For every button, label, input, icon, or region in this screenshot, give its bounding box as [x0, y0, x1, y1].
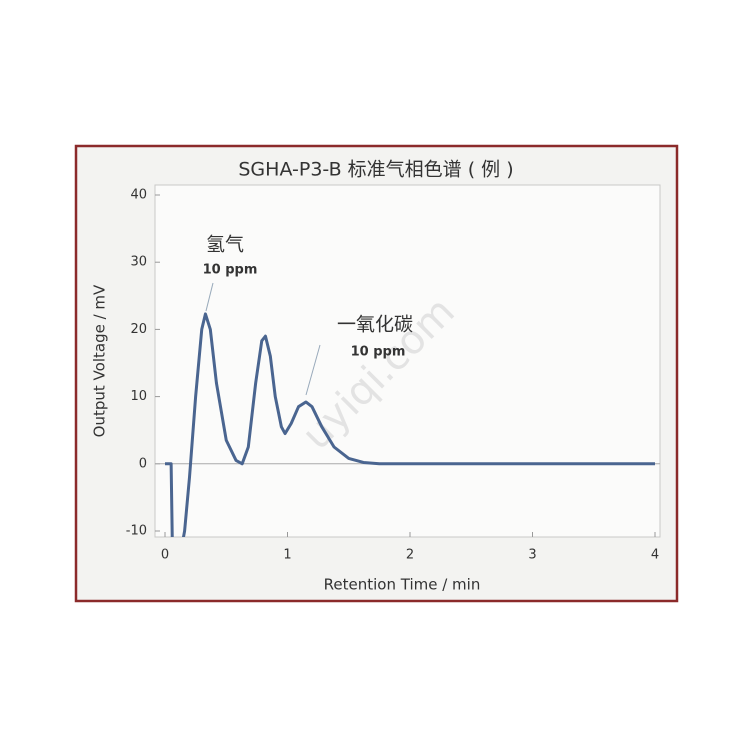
pointer	[305, 344, 321, 396]
x-tick-label: 2	[406, 548, 414, 563]
annotation-sub: 10 ppm	[351, 345, 406, 360]
pointer	[205, 282, 214, 312]
y-axis-label: Output Voltage / mV	[91, 284, 109, 437]
x-tick-label: 4	[651, 548, 659, 563]
y-tick-label: 40	[130, 188, 147, 203]
chart-title: SGHA-P3-B 标准气相色谱 ( 例 )	[238, 159, 513, 181]
y-tick-label: 10	[130, 389, 147, 404]
line	[165, 312, 655, 537]
y-tick-label: 30	[130, 255, 147, 270]
annotation-sub: 10 ppm	[203, 263, 258, 278]
plot-area	[154, 184, 661, 538]
x-tick-label: 1	[283, 548, 291, 563]
x-axis-label: Retention Time / min	[324, 576, 481, 594]
annotation: 氢气	[206, 234, 244, 256]
x-tick-label: 3	[528, 548, 536, 563]
y-tick-label: 0	[139, 456, 147, 471]
y-tick-label: -10	[126, 524, 147, 539]
annotation: 一氧化碳	[337, 314, 413, 336]
x-tick-label: 0	[161, 548, 169, 563]
y-tick-label: 20	[130, 322, 147, 337]
